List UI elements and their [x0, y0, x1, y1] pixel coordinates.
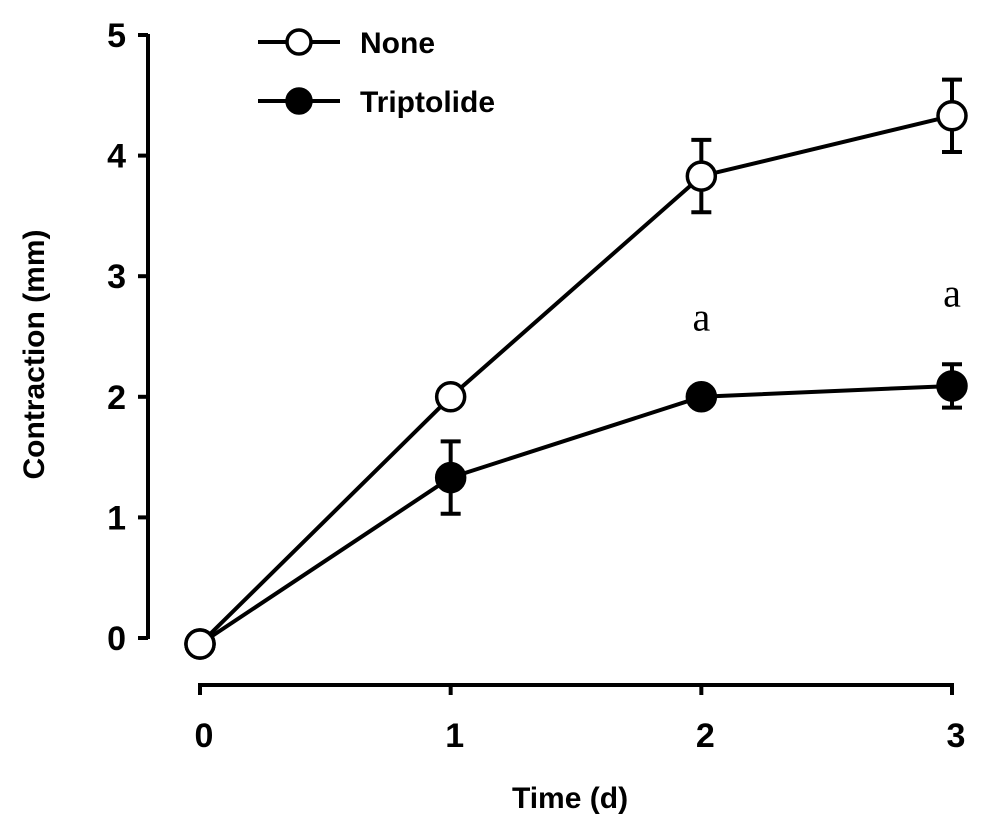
significance-annotation: a: [692, 294, 710, 339]
y-tick-label: 1: [107, 499, 126, 537]
series-layer: [184, 77, 968, 660]
series-line: [198, 113, 953, 646]
data-point: [936, 100, 968, 132]
legend-entry-triptolide: Triptolide: [258, 86, 495, 119]
data-point: [685, 160, 718, 192]
series-none: [184, 77, 968, 660]
x-tick-label: 3: [947, 717, 966, 755]
data-point: [434, 381, 467, 413]
x-tick-label: 1: [445, 717, 464, 755]
legend-marker: [285, 87, 313, 115]
series-triptolide: [184, 362, 968, 660]
legend-marker: [285, 28, 313, 56]
y-tick-label: 0: [107, 620, 126, 658]
axes: 0 1 2 3 4 5 0 1 2 3 Time (d) Contraction (mm): [18, 17, 965, 815]
y-tick-label: 3: [107, 258, 126, 296]
x-tick-label: 2: [696, 717, 715, 755]
legend: None Triptolide: [258, 27, 495, 119]
data-point-origin: [184, 628, 216, 660]
x-axis-title: Time (d): [512, 782, 628, 815]
significance-annotation: a: [943, 270, 961, 315]
data-point: [434, 461, 467, 494]
y-tick-label: 5: [107, 17, 126, 55]
y-axis-title: Contraction (mm): [18, 230, 51, 480]
legend-label: Triptolide: [360, 86, 495, 119]
y-tick-label: 4: [107, 138, 126, 176]
series-line: [198, 383, 953, 646]
annotation-layer: aa: [692, 270, 961, 339]
data-point: [685, 381, 718, 413]
legend-entry-none: None: [258, 27, 435, 60]
y-tick-label: 2: [107, 379, 126, 417]
legend-label: None: [360, 27, 435, 60]
x-tick-label: 0: [195, 717, 214, 755]
data-point: [936, 370, 968, 402]
